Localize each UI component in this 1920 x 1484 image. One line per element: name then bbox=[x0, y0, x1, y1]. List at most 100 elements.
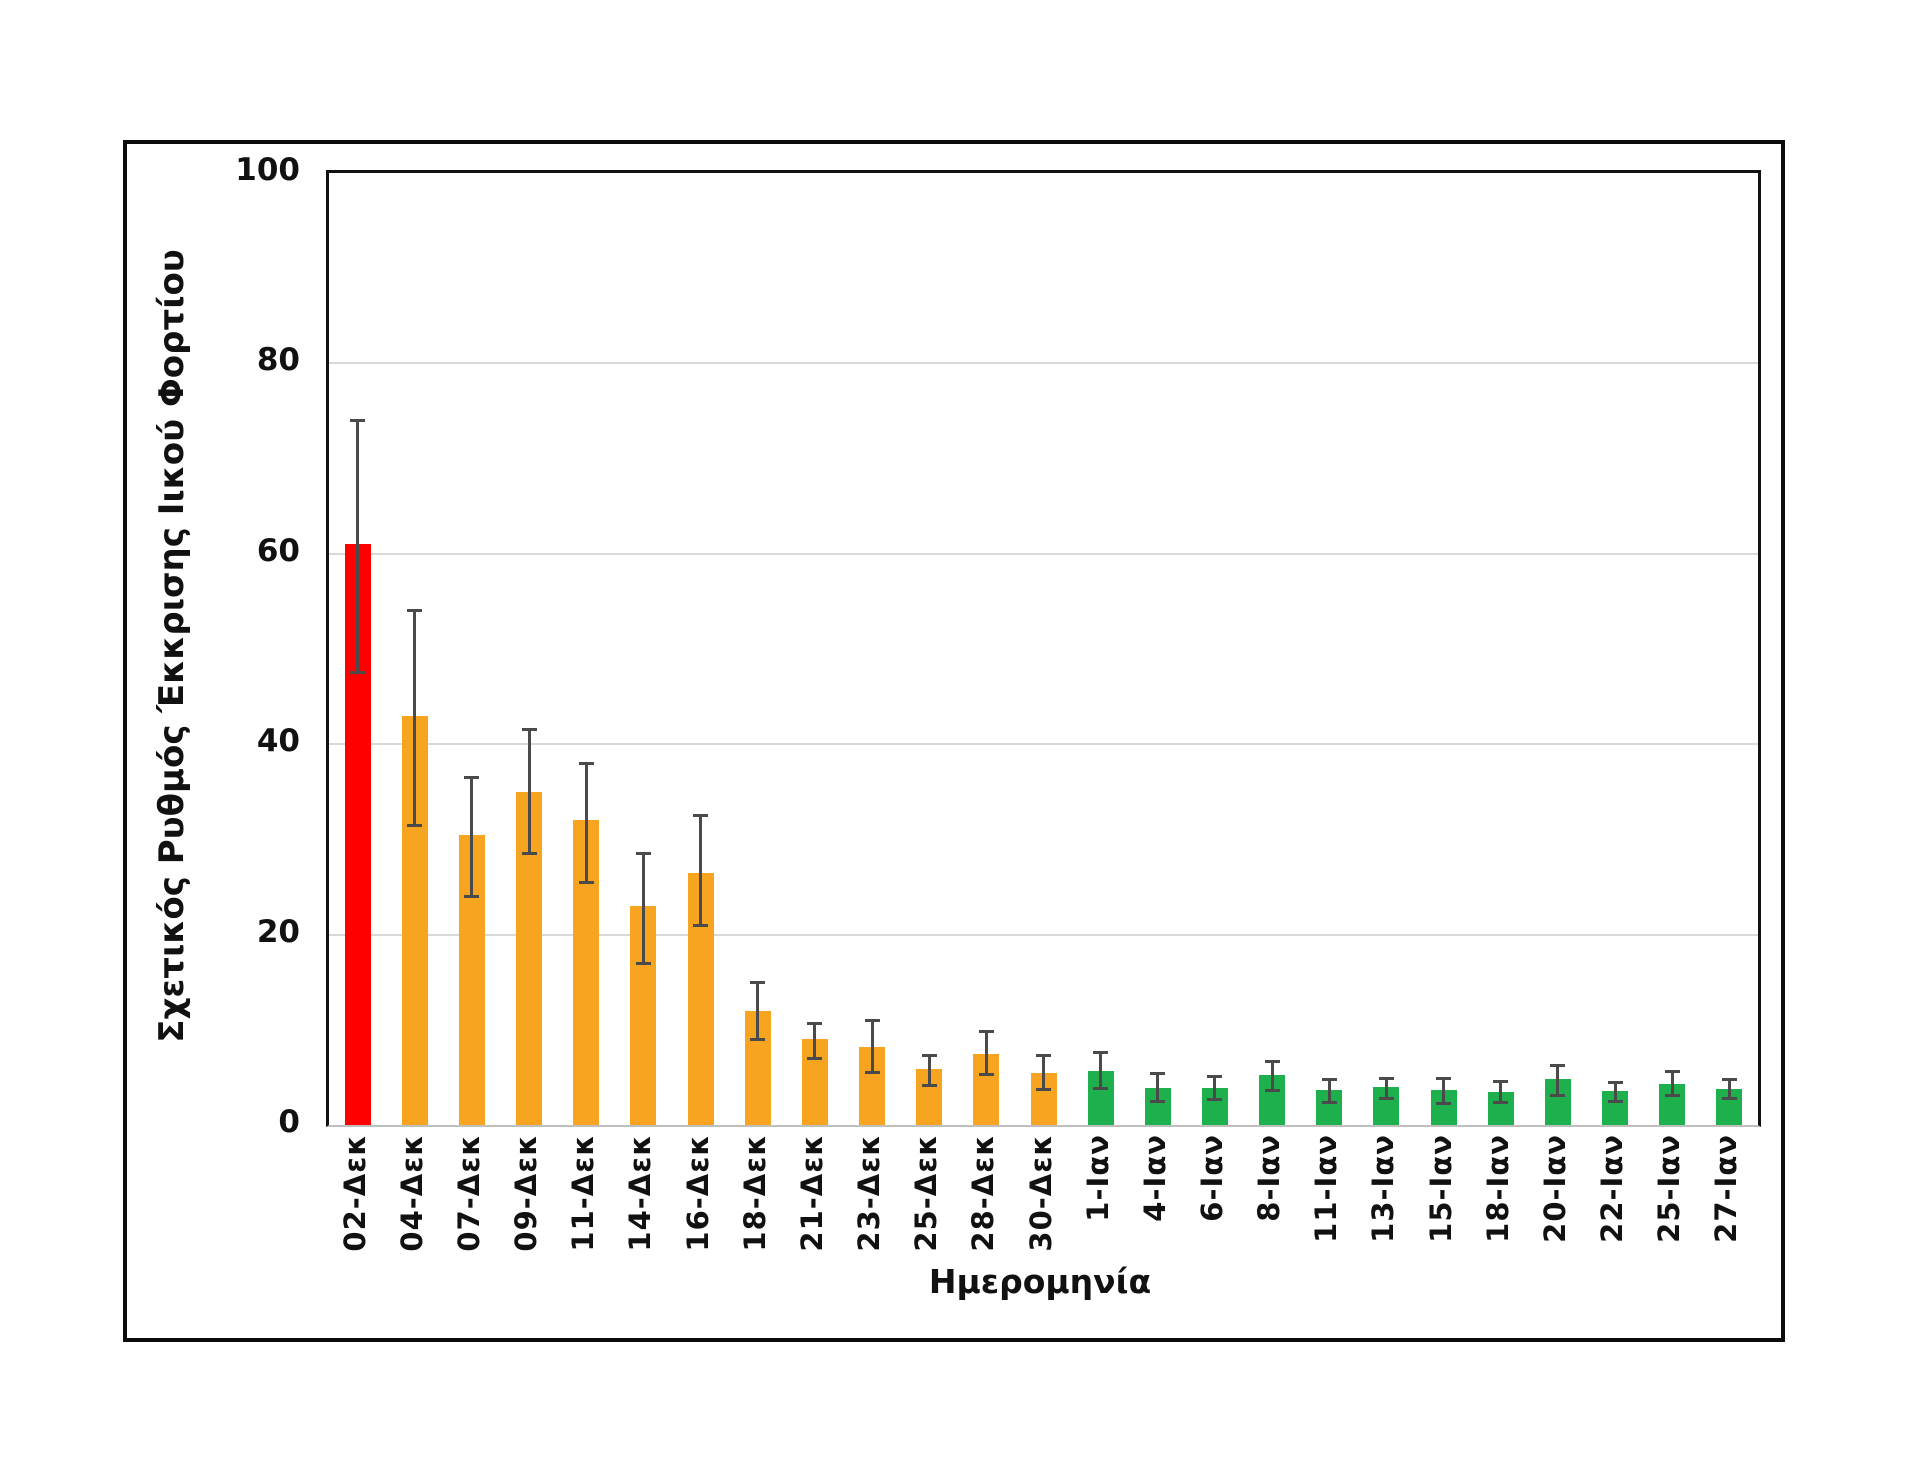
figure-border bbox=[123, 140, 1785, 1342]
error-bar-28-Δεκ bbox=[984, 1031, 988, 1075]
error-cap-bottom-16-Δεκ bbox=[693, 923, 709, 927]
error-cap-bottom-25-Ιαν bbox=[1664, 1093, 1680, 1097]
error-cap-bottom-28-Δεκ bbox=[978, 1073, 994, 1077]
error-cap-top-18-Δεκ bbox=[750, 980, 766, 984]
plot-area bbox=[326, 170, 1761, 1127]
error-cap-top-21-Δεκ bbox=[807, 1021, 823, 1025]
x-tick-label: 15-Ιαν bbox=[1423, 1134, 1458, 1243]
x-tick-label-wrap: 4-Ιαν bbox=[1138, 1134, 1172, 1226]
error-bar-25-Ιαν bbox=[1670, 1071, 1674, 1096]
x-tick-label-wrap: 1-Ιαν bbox=[1081, 1134, 1115, 1226]
error-cap-bottom-09-Δεκ bbox=[521, 852, 537, 856]
error-cap-top-09-Δεκ bbox=[521, 728, 537, 732]
x-tick-label: 23-Δεκ bbox=[852, 1134, 887, 1252]
x-tick-label: 18-Δεκ bbox=[737, 1134, 772, 1252]
x-tick-label-wrap: 18-Ιαν bbox=[1481, 1134, 1515, 1247]
error-bar-15-Ιαν bbox=[1442, 1078, 1446, 1104]
error-cap-top-20-Ιαν bbox=[1550, 1063, 1566, 1067]
error-cap-bottom-30-Δεκ bbox=[1036, 1088, 1051, 1092]
x-tick-label: 25-Ιαν bbox=[1652, 1134, 1687, 1243]
x-tick-label: 07-Δεκ bbox=[451, 1134, 486, 1252]
x-tick-label: 04-Δεκ bbox=[394, 1134, 429, 1252]
x-tick-label-wrap: 07-Δεκ bbox=[452, 1134, 486, 1256]
error-cap-bottom-27-Ιαν bbox=[1721, 1096, 1737, 1100]
x-tick-label-wrap: 11-Ιαν bbox=[1309, 1134, 1343, 1247]
y-tick-label: 80 bbox=[256, 342, 300, 379]
error-bar-07-Δεκ bbox=[470, 777, 474, 897]
error-cap-top-8-Ιαν bbox=[1264, 1059, 1280, 1063]
error-cap-bottom-11-Ιαν bbox=[1321, 1100, 1337, 1104]
error-cap-top-1-Ιαν bbox=[1093, 1051, 1109, 1055]
error-cap-top-28-Δεκ bbox=[978, 1030, 994, 1034]
error-bar-25-Δεκ bbox=[927, 1055, 931, 1085]
error-cap-top-11-Ιαν bbox=[1321, 1077, 1337, 1081]
x-tick-label: 1-Ιαν bbox=[1080, 1134, 1115, 1222]
gridline-y60 bbox=[329, 552, 1758, 555]
error-bar-20-Ιαν bbox=[1556, 1065, 1560, 1096]
error-cap-top-07-Δεκ bbox=[464, 776, 480, 780]
error-cap-bottom-13-Ιαν bbox=[1378, 1096, 1394, 1100]
y-tick-label: 40 bbox=[256, 723, 300, 760]
x-tick-label: 18-Ιαν bbox=[1480, 1134, 1515, 1243]
x-tick-label: 27-Ιαν bbox=[1709, 1134, 1744, 1243]
error-bar-16-Δεκ bbox=[699, 815, 703, 926]
error-cap-bottom-18-Ιαν bbox=[1493, 1100, 1509, 1104]
error-bar-21-Δεκ bbox=[813, 1023, 817, 1059]
error-bar-11-Ιαν bbox=[1327, 1079, 1331, 1103]
error-cap-bottom-22-Ιαν bbox=[1607, 1099, 1623, 1103]
x-tick-label: 6-Ιαν bbox=[1194, 1134, 1229, 1222]
error-cap-bottom-4-Ιαν bbox=[1150, 1099, 1166, 1103]
error-cap-top-02-Δεκ bbox=[350, 419, 366, 423]
error-cap-bottom-04-Δεκ bbox=[407, 823, 423, 827]
error-bar-22-Ιαν bbox=[1613, 1082, 1617, 1102]
x-tick-label: 11-Δεκ bbox=[566, 1134, 601, 1252]
error-cap-top-30-Δεκ bbox=[1036, 1054, 1051, 1057]
x-tick-label-wrap: 23-Δεκ bbox=[852, 1134, 886, 1256]
x-tick-label: 4-Ιαν bbox=[1137, 1134, 1172, 1222]
error-cap-bottom-1-Ιαν bbox=[1093, 1087, 1109, 1091]
x-tick-label-wrap: 30-Δεκ bbox=[1024, 1134, 1058, 1256]
error-bar-14-Δεκ bbox=[641, 853, 645, 964]
x-tick-label-wrap: 13-Ιαν bbox=[1366, 1134, 1400, 1247]
x-tick-label-wrap: 16-Δεκ bbox=[681, 1134, 715, 1256]
x-tick-label-wrap: 09-Δεκ bbox=[509, 1134, 543, 1256]
error-cap-top-4-Ιαν bbox=[1150, 1072, 1166, 1076]
error-cap-bottom-07-Δεκ bbox=[464, 895, 480, 899]
error-cap-top-25-Ιαν bbox=[1664, 1070, 1680, 1074]
error-cap-top-6-Ιαν bbox=[1207, 1074, 1223, 1078]
x-tick-label-wrap: 6-Ιαν bbox=[1195, 1134, 1229, 1226]
x-tick-label: 28-Δεκ bbox=[966, 1134, 1001, 1252]
error-bar-23-Δεκ bbox=[870, 1020, 874, 1073]
gridline-y20 bbox=[329, 933, 1758, 936]
x-tick-label-wrap: 15-Ιαν bbox=[1424, 1134, 1458, 1247]
error-bar-18-Δεκ bbox=[756, 982, 760, 1040]
error-cap-top-15-Ιαν bbox=[1436, 1076, 1452, 1080]
error-cap-bottom-6-Ιαν bbox=[1207, 1097, 1223, 1101]
error-cap-bottom-8-Ιαν bbox=[1264, 1089, 1280, 1093]
error-bar-8-Ιαν bbox=[1270, 1061, 1274, 1091]
x-tick-label: 11-Ιαν bbox=[1309, 1134, 1344, 1243]
error-bar-1-Ιαν bbox=[1099, 1052, 1103, 1089]
error-bar-13-Ιαν bbox=[1384, 1078, 1388, 1099]
y-tick-label: 20 bbox=[256, 913, 300, 950]
x-tick-label: 21-Δεκ bbox=[794, 1134, 829, 1252]
x-tick-label: 13-Ιαν bbox=[1366, 1134, 1401, 1243]
error-cap-bottom-25-Δεκ bbox=[921, 1083, 937, 1087]
error-bar-4-Ιαν bbox=[1156, 1073, 1160, 1102]
x-tick-label: 16-Δεκ bbox=[680, 1134, 715, 1252]
error-cap-top-14-Δεκ bbox=[635, 852, 651, 856]
y-tick-label: 60 bbox=[256, 532, 300, 569]
error-cap-top-16-Δεκ bbox=[693, 814, 709, 818]
error-cap-bottom-21-Δεκ bbox=[807, 1056, 823, 1060]
error-cap-bottom-14-Δεκ bbox=[635, 961, 651, 965]
x-tick-label-wrap: 20-Ιαν bbox=[1538, 1134, 1572, 1247]
error-cap-bottom-11-Δεκ bbox=[578, 880, 594, 884]
x-tick-label-wrap: 27-Ιαν bbox=[1709, 1134, 1743, 1247]
error-bar-27-Ιαν bbox=[1727, 1079, 1731, 1099]
error-cap-top-23-Δεκ bbox=[864, 1018, 880, 1022]
error-cap-bottom-02-Δεκ bbox=[350, 671, 366, 675]
x-tick-label-wrap: 02-Δεκ bbox=[338, 1134, 372, 1256]
x-tick-label: 14-Δεκ bbox=[623, 1134, 658, 1252]
x-tick-label-wrap: 21-Δεκ bbox=[795, 1134, 829, 1256]
